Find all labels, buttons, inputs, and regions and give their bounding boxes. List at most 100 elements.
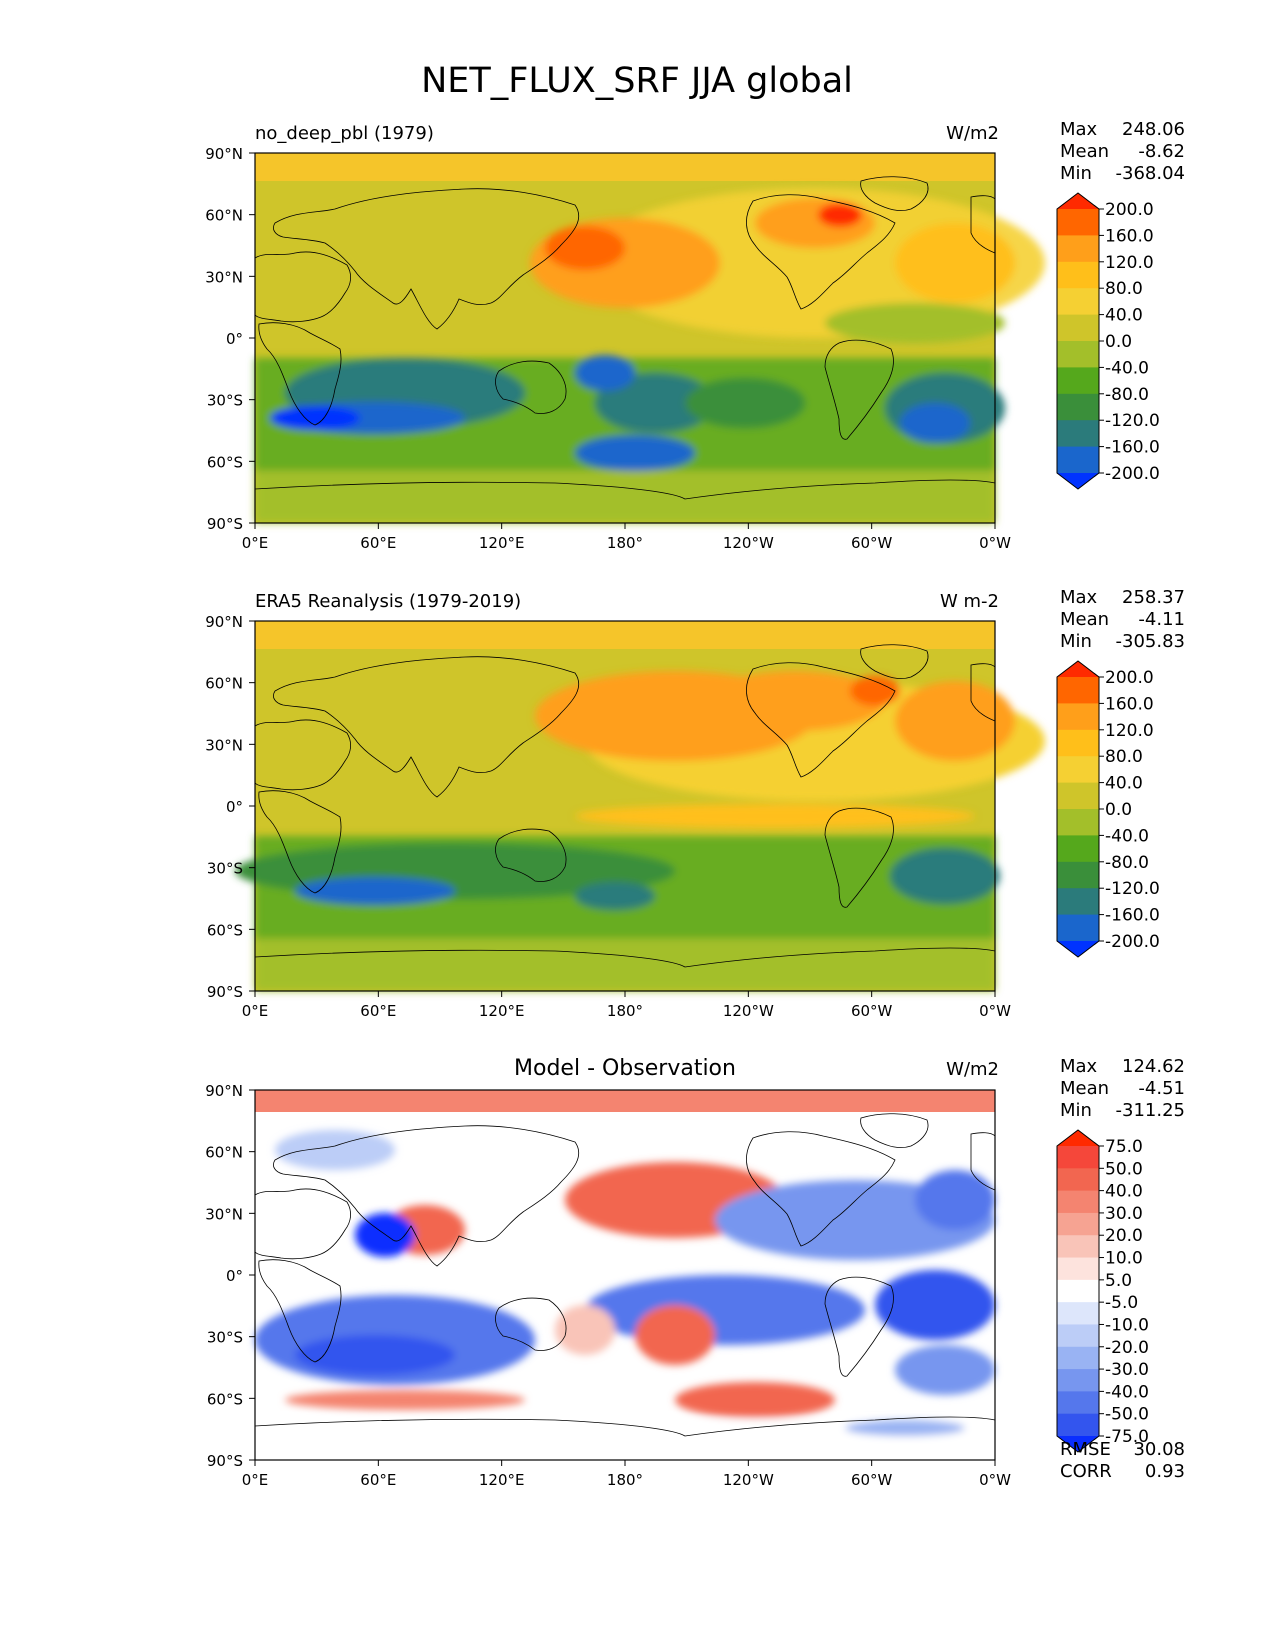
- colorbar-bin: [1057, 209, 1099, 236]
- y-tick-label: 90°N: [205, 1082, 243, 1100]
- panel-title: ERA5 Reanalysis (1979-2019): [255, 591, 521, 612]
- y-tick-label: 0°: [226, 330, 243, 348]
- colorbar-bin: [1057, 1346, 1099, 1370]
- stat-min-label: Min: [1060, 631, 1092, 652]
- y-tick-label: 0°: [226, 798, 243, 816]
- colorbar-label: 160.0: [1105, 226, 1154, 246]
- y-tick-label: 60°N: [205, 207, 243, 225]
- y-tick-label: 60°N: [205, 675, 243, 693]
- panel-reference: ERA5 Reanalysis (1979-2019) W m-2 90°N 60…: [205, 587, 1185, 1020]
- y-tick-label: 30°S: [207, 392, 243, 410]
- panel-title: Model - Observation: [514, 1056, 736, 1081]
- x-tick-label: 60°W: [851, 1471, 893, 1489]
- colorbar-label: 0.0: [1105, 332, 1132, 352]
- colorbar-bin: [1057, 703, 1099, 731]
- colorbar-bin: [1057, 809, 1099, 836]
- x-tick-label: 0°W: [979, 1471, 1011, 1489]
- stat-max-label: Max: [1060, 587, 1098, 608]
- colorbar-bin: [1057, 782, 1099, 810]
- colorbar-extend-max: [1057, 1130, 1099, 1146]
- stats-block: Max 258.37 Mean -4.11 Min -305.83: [1060, 587, 1185, 652]
- colorbar-bin: [1057, 1212, 1099, 1236]
- x-tick-label: 180°: [607, 1002, 643, 1020]
- x-tick-label: 0°E: [242, 1002, 269, 1020]
- x-tick-label: 60°W: [851, 1002, 893, 1020]
- x-tick-label: 120°W: [723, 1002, 774, 1020]
- colorbar-label: 0.0: [1105, 800, 1132, 820]
- colorbar-bin: [1057, 261, 1099, 289]
- stat-max-label: Max: [1060, 119, 1098, 140]
- y-tick-label: 60°N: [205, 1144, 243, 1162]
- stat-mean-value: -8.62: [1138, 141, 1185, 162]
- skill-stats: RMSE 30.08 CORR 0.93: [1060, 1439, 1185, 1482]
- colorbar-bin: [1057, 1391, 1099, 1415]
- stat-min-value: -311.25: [1116, 1100, 1185, 1121]
- panel-difference: Model - Observation W/m2 90°N 60°N 30°N 0° 3…: [205, 1056, 1185, 1489]
- stat-mean-value: -4.11: [1138, 609, 1185, 630]
- stat-mean-label: Mean: [1060, 141, 1109, 162]
- x-tick-label: 0°W: [979, 534, 1011, 552]
- y-tick-label: 30°N: [205, 1205, 243, 1223]
- contour-field: [255, 1090, 995, 1460]
- colorbar-bin: [1057, 1413, 1099, 1437]
- colorbar-label: 30.0: [1105, 1204, 1143, 1224]
- colorbar-label: 20.0: [1105, 1226, 1143, 1246]
- stat-rmse-label: RMSE: [1060, 1439, 1111, 1460]
- colorbar-bin: [1057, 1235, 1099, 1259]
- x-tick-label: 0°W: [979, 1002, 1011, 1020]
- colorbar-bin: [1057, 677, 1099, 704]
- y-tick-label: 60°S: [207, 1390, 243, 1408]
- y-tick-label: 0°: [226, 1267, 243, 1285]
- x-tick-label: 120°E: [479, 1471, 525, 1489]
- colorbar-label: -120.0: [1105, 879, 1160, 899]
- colorbar: 75.050.0 40.030.020.0 10.05.0-5.0-10.0 -20.…: [1056, 1129, 1149, 1453]
- panel-units: W/m2: [946, 1059, 999, 1080]
- colorbar-label: 160.0: [1105, 694, 1154, 714]
- colorbar-bin: [1057, 835, 1099, 863]
- colorbar-label: -30.0: [1105, 1360, 1149, 1380]
- stat-corr-value: 0.93: [1145, 1461, 1185, 1482]
- colorbar-label: 50.0: [1105, 1159, 1143, 1179]
- stats-block: Max 124.62 Mean -4.51 Min -311.25: [1060, 1056, 1185, 1121]
- colorbar: 200.0 160.0 120.0 80.0 40.0 0.0 -40.0 -80.0 -120…: [1056, 660, 1160, 958]
- stat-max-label: Max: [1060, 1056, 1098, 1077]
- panel-units: W/m2: [946, 123, 999, 144]
- colorbar-label: 200.0: [1105, 200, 1154, 220]
- colorbar-bin: [1057, 1324, 1099, 1348]
- colorbar-extend-max: [1057, 661, 1099, 677]
- colorbar-bin: [1057, 367, 1099, 395]
- colorbar-label: -10.0: [1105, 1315, 1149, 1335]
- colorbar-label: 75.0: [1105, 1137, 1143, 1157]
- x-axis-labels: 0°E 60°E 120°E 180° 120°W 60°W 0°W: [242, 1460, 1011, 1489]
- contour-field: [255, 153, 1045, 523]
- panel-test: no_deep_pbl (1979) W/m2 90°N 60°N 30°N 0° 30…: [205, 119, 1185, 552]
- x-tick-label: 120°W: [723, 534, 774, 552]
- colorbar-bin: [1057, 1257, 1099, 1281]
- y-tick-label: 30°S: [207, 860, 243, 878]
- stat-min-value: -305.83: [1116, 631, 1185, 652]
- figure-title: NET_FLUX_SRF JJA global: [421, 61, 853, 101]
- colorbar-bin: [1057, 1302, 1099, 1325]
- colorbar-label: 40.0: [1105, 306, 1143, 326]
- y-axis-labels: 90°N 60°N 30°N 0° 30°S 60°S 90°S: [205, 1082, 255, 1470]
- colorbar-label: -200.0: [1105, 464, 1160, 484]
- y-tick-label: 60°S: [207, 921, 243, 939]
- colorbar-label: 10.0: [1105, 1249, 1143, 1269]
- colorbar-label: 80.0: [1105, 747, 1143, 767]
- stat-max-value: 248.06: [1122, 119, 1185, 140]
- x-axis-labels: 0°E 60°E 120°E 180° 120°W 60°W 0°W: [242, 991, 1011, 1020]
- y-tick-label: 90°S: [207, 1452, 243, 1470]
- colorbar-bin: [1057, 288, 1099, 316]
- y-axis-labels: 90°N 60°N 30°N 0° 30°S 60°S 90°S: [205, 145, 255, 533]
- panel-units: W m-2: [940, 591, 999, 612]
- y-tick-label: 90°N: [205, 613, 243, 631]
- colorbar-label: 200.0: [1105, 668, 1154, 688]
- stat-min-value: -368.04: [1116, 163, 1185, 184]
- y-tick-label: 60°S: [207, 453, 243, 471]
- colorbar-bin: [1057, 1146, 1099, 1169]
- colorbar-bin: [1057, 446, 1099, 474]
- x-tick-label: 180°: [607, 1471, 643, 1489]
- stat-max-value: 258.37: [1122, 587, 1185, 608]
- x-tick-label: 0°E: [242, 534, 269, 552]
- colorbar-bin: [1057, 914, 1099, 942]
